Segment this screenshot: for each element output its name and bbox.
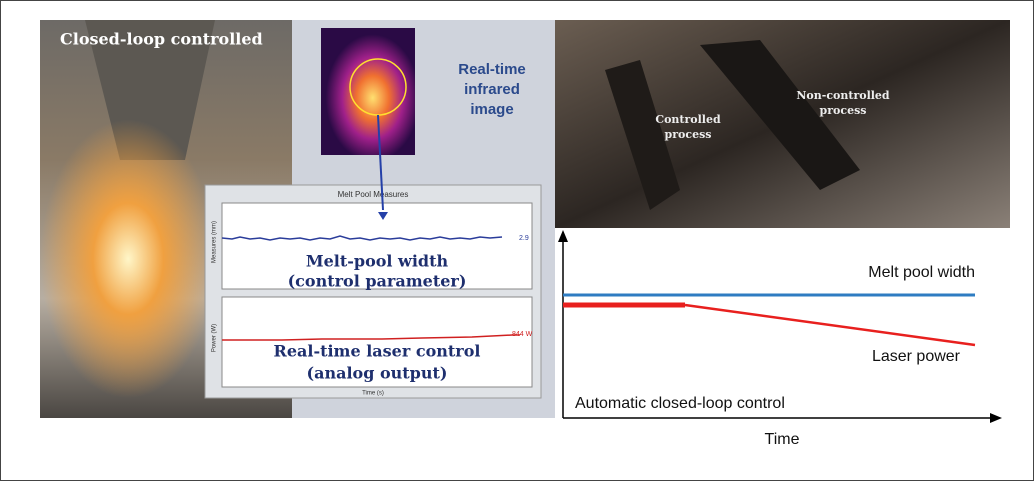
line-label: Melt pool width [868, 264, 975, 281]
photo-label: Non-controlled [796, 89, 890, 102]
infrared-image [321, 28, 415, 155]
line-label: Laser power [872, 348, 961, 365]
monitor-title: Melt Pool Measures [338, 190, 409, 199]
x-label: Time [765, 431, 800, 448]
y-label: Measures (mm) [212, 221, 218, 263]
readout: 2.9 [519, 235, 529, 242]
readout: 844 W [512, 331, 533, 338]
annotation: (analog output) [307, 364, 448, 383]
photo-label: Controlled [655, 113, 721, 126]
figure: Closed-loop controlled Real-time infrare… [0, 0, 1034, 481]
annotation: (control parameter) [288, 272, 467, 291]
infrared-caption: image [470, 101, 513, 118]
x-label: Time (s) [362, 391, 384, 397]
infrared-caption: Real-time [458, 61, 526, 78]
photo-label: process [820, 104, 867, 117]
y-label: Power (W) [212, 324, 218, 352]
photo-label: process [665, 128, 712, 141]
note: Automatic closed-loop control [575, 395, 785, 412]
left-caption: Closed-loop controlled [60, 30, 263, 49]
annotation: Real-time laser control [274, 342, 481, 361]
infrared-caption: infrared [464, 81, 520, 98]
annotation: Melt-pool width [306, 252, 449, 271]
